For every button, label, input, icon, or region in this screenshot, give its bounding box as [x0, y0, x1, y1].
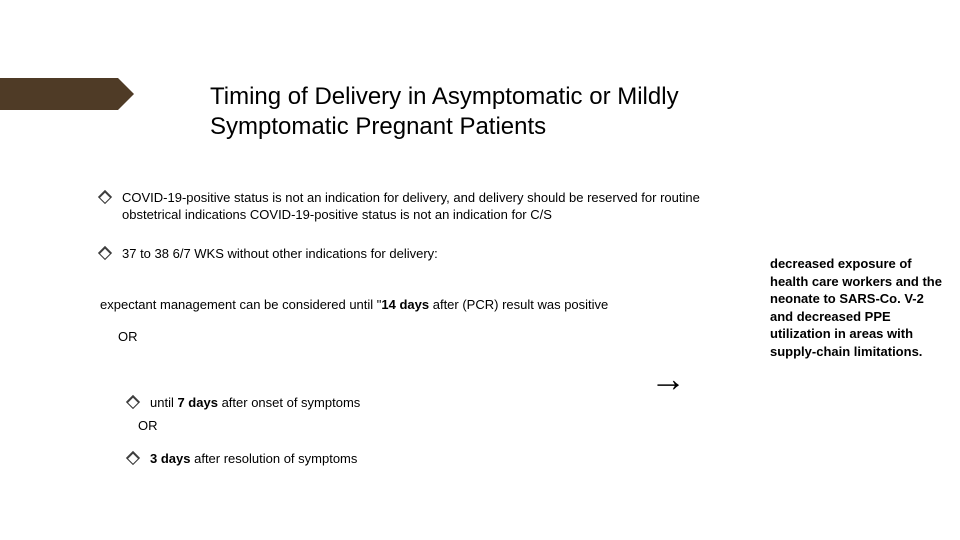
sub-bullet-item: until 7 days after onset of symptoms	[128, 395, 720, 412]
title-banner-shape	[0, 78, 140, 110]
bullet-content: COVID-19-positive status is not an indic…	[100, 190, 720, 474]
text-segment: until	[150, 395, 177, 410]
text-segment: after resolution of symptoms	[190, 451, 357, 466]
bullet-text: COVID-19-positive status is not an indic…	[122, 190, 720, 224]
or-separator: OR	[138, 418, 720, 435]
sub-bullet-item: 3 days after resolution of symptoms	[128, 451, 720, 468]
diamond-bullet-icon	[126, 451, 140, 465]
text-bold: 3 days	[150, 451, 190, 466]
diamond-bullet-icon	[126, 395, 140, 409]
text-bold: 14 days	[381, 297, 429, 312]
bullet-item: 37 to 38 6/7 WKS without other indicatio…	[100, 246, 720, 263]
text-segment: after onset of symptoms	[218, 395, 360, 410]
or-separator: OR	[118, 329, 720, 346]
side-callout-text: decreased exposure of health care worker…	[770, 255, 945, 360]
slide-title: Timing of Delivery in Asymptomatic or Mi…	[210, 82, 750, 142]
bullet-text: 37 to 38 6/7 WKS without other indicatio…	[122, 246, 720, 263]
text-segment: expectant management can be considered u…	[100, 297, 381, 312]
bullet-item: COVID-19-positive status is not an indic…	[100, 190, 720, 224]
bullet-text: until 7 days after onset of symptoms	[150, 395, 720, 412]
text-segment: after (PCR) result was positive	[429, 297, 608, 312]
diamond-bullet-icon	[98, 246, 112, 260]
diamond-bullet-icon	[98, 190, 112, 204]
plain-line: expectant management can be considered u…	[100, 297, 720, 314]
arrow-icon: →	[650, 358, 686, 400]
bullet-text: 3 days after resolution of symptoms	[150, 451, 720, 468]
text-bold: 7 days	[177, 395, 217, 410]
